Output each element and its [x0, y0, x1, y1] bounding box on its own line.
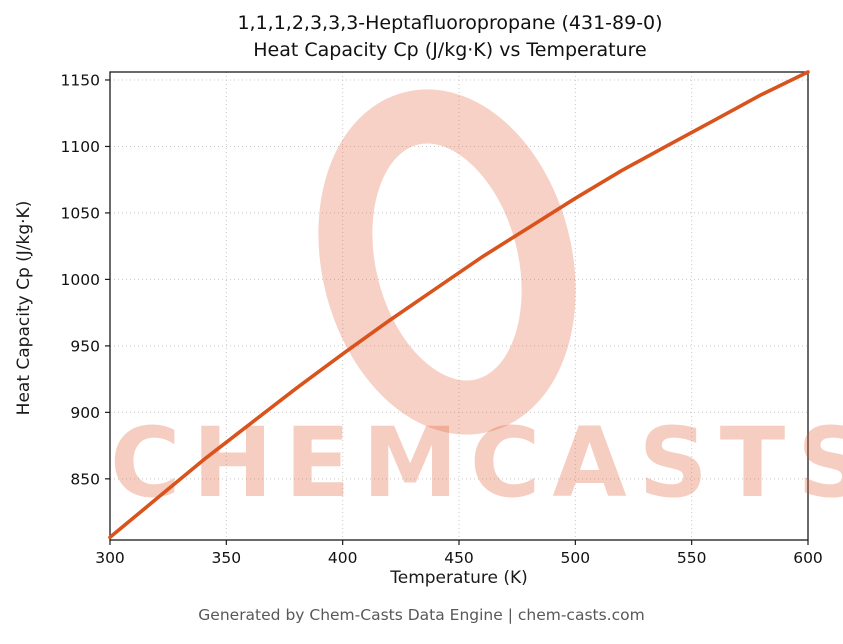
footer-credit: Generated by Chem-Casts Data Engine | ch…	[198, 606, 645, 624]
svg-text:1000: 1000	[61, 271, 100, 289]
svg-text:1050: 1050	[61, 204, 100, 222]
svg-text:450: 450	[444, 549, 474, 567]
svg-text:900: 900	[70, 404, 100, 422]
watermark-text: CHEMCASTS	[110, 407, 843, 519]
y-axis-label: Heat Capacity Cp (J/kg·K)	[14, 200, 34, 416]
chart-title-line1: 1,1,1,2,3,3,3-Heptafluoropropane (431-89…	[237, 12, 663, 34]
svg-text:350: 350	[212, 549, 242, 567]
svg-text:550: 550	[677, 549, 707, 567]
svg-text:950: 950	[70, 337, 100, 355]
svg-text:600: 600	[793, 549, 823, 567]
svg-text:500: 500	[561, 549, 591, 567]
svg-text:1100: 1100	[61, 138, 100, 156]
svg-text:400: 400	[328, 549, 358, 567]
chart-title: 1,1,1,2,3,3,3-Heptafluoropropane (431-89…	[90, 10, 810, 64]
svg-text:850: 850	[70, 470, 100, 488]
chart-title-line2: Heat Capacity Cp (J/kg·K) vs Temperature	[253, 39, 647, 61]
svg-text:300: 300	[95, 549, 125, 567]
svg-text:1150: 1150	[61, 71, 100, 89]
x-axis-label: Temperature (K)	[390, 568, 528, 588]
